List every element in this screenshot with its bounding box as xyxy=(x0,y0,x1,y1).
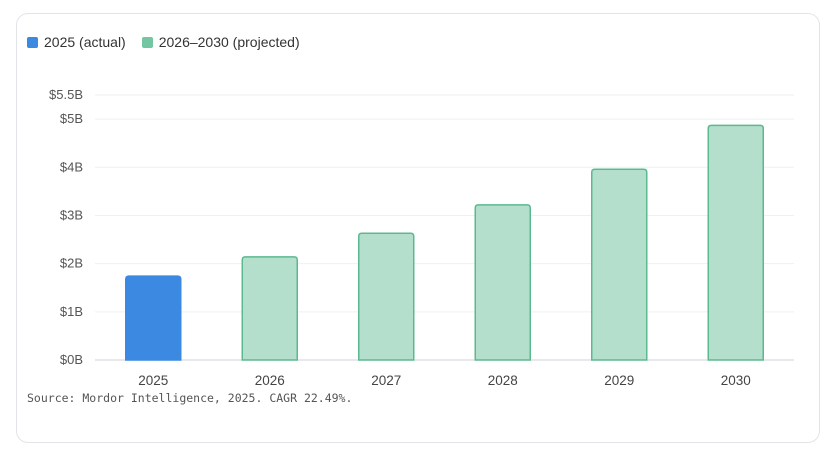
bar-2025 xyxy=(125,275,182,361)
bar-2027 xyxy=(358,232,415,361)
bar-2028 xyxy=(474,204,531,361)
bar-2030 xyxy=(707,124,764,361)
chart-card xyxy=(16,13,820,443)
bars xyxy=(125,124,764,361)
y-axis: $0B $1B $2B $3B $4B $5B $5.5B xyxy=(49,87,83,367)
x-tick-label: 2029 xyxy=(604,373,634,388)
y-tick-label: $4B xyxy=(60,159,83,174)
x-tick-label: 2027 xyxy=(371,373,401,388)
y-tick-label: $1B xyxy=(60,304,83,319)
legend: 2025 (actual) 2026–2030 (projected) xyxy=(27,34,300,50)
y-tick-label: $3B xyxy=(60,207,83,222)
x-axis: 2025 2026 2027 2028 2029 2030 xyxy=(138,373,751,388)
x-tick-label: 2028 xyxy=(488,373,518,388)
legend-label-actual: 2025 (actual) xyxy=(44,34,126,50)
x-tick-label: 2030 xyxy=(721,373,751,388)
legend-item-projected: 2026–2030 (projected) xyxy=(141,34,300,50)
legend-swatch-projected xyxy=(141,36,153,48)
legend-label-projected: 2026–2030 (projected) xyxy=(158,34,300,50)
x-tick-label: 2025 xyxy=(138,373,168,388)
source-note: Source: Mordor Intelligence, 2025. CAGR … xyxy=(27,391,353,405)
bar-2026 xyxy=(241,256,298,361)
y-tick-label: $5.5B xyxy=(49,87,83,102)
legend-item-actual: 2025 (actual) xyxy=(27,34,126,50)
y-tick-label: $2B xyxy=(60,256,83,271)
gridlines xyxy=(95,94,794,361)
y-tick-label: $5B xyxy=(60,111,83,126)
x-tick-label: 2026 xyxy=(255,373,285,388)
bar-2029 xyxy=(591,168,648,361)
legend-swatch-actual xyxy=(27,36,38,48)
y-tick-label: $0B xyxy=(60,352,83,367)
